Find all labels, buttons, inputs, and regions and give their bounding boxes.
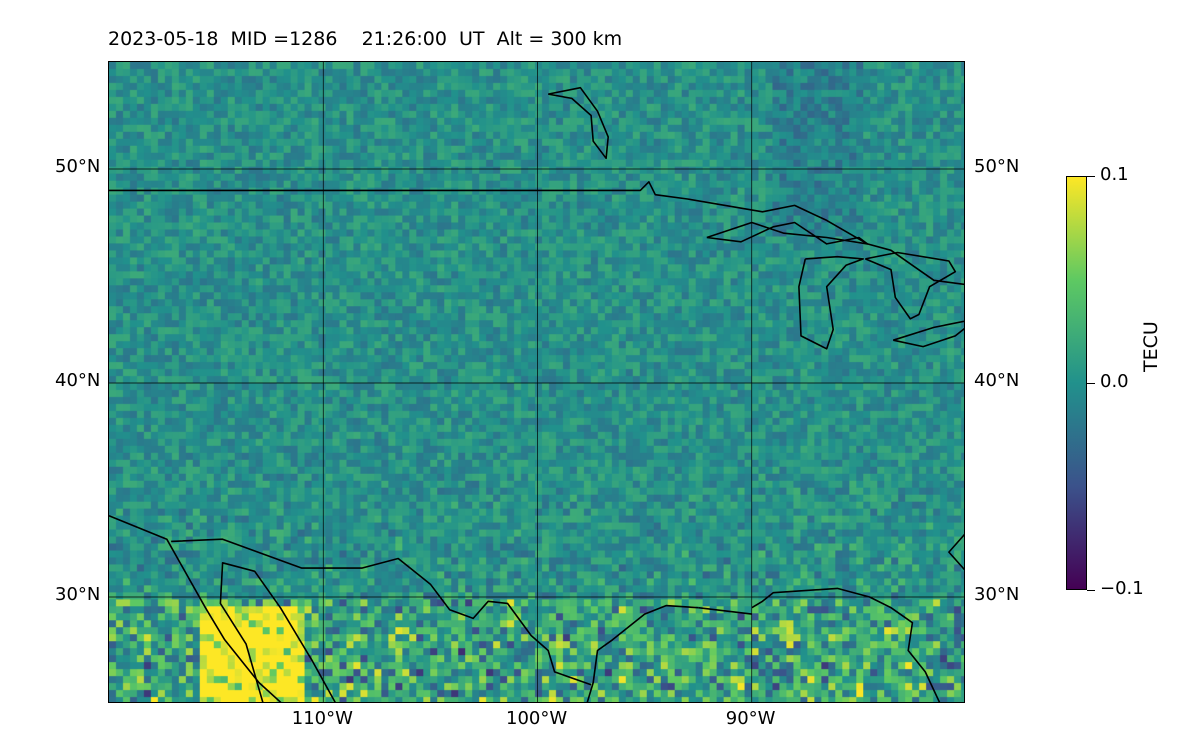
colorbar-tick-mark bbox=[1087, 590, 1095, 591]
lake-outline bbox=[864, 251, 957, 320]
lon-tick-label: 110°W bbox=[291, 708, 353, 729]
lat-tick-label: 50°N bbox=[974, 156, 1020, 177]
lat-tick-label: 40°N bbox=[974, 370, 1020, 391]
colorbar-tick-label: 0.0 bbox=[1100, 371, 1129, 392]
country-border bbox=[109, 181, 964, 286]
colorbar-tick-mark bbox=[1087, 383, 1095, 384]
lon-tick-label: 90°W bbox=[725, 708, 776, 729]
lat-tick-label: 50°N bbox=[55, 156, 101, 177]
lake-outline bbox=[706, 221, 869, 245]
map-overlay bbox=[109, 62, 964, 702]
coastline bbox=[698, 606, 752, 615]
map-plot-area[interactable] bbox=[108, 61, 965, 703]
coastline bbox=[948, 533, 964, 571]
coastline bbox=[751, 587, 941, 702]
colorbar-tick-label: −0.1 bbox=[1100, 578, 1144, 599]
colorbar-tick-label: 0.1 bbox=[1100, 164, 1129, 185]
lake-outline bbox=[892, 320, 964, 348]
lake-outline bbox=[548, 86, 610, 160]
coastline bbox=[109, 514, 282, 702]
colorbar bbox=[1066, 176, 1087, 590]
lat-tick-label: 30°N bbox=[974, 584, 1020, 605]
lat-tick-label: 40°N bbox=[55, 370, 101, 391]
colorbar-tick-mark bbox=[1087, 176, 1095, 177]
lake-outline bbox=[798, 255, 865, 350]
country-border bbox=[171, 538, 592, 686]
coastline bbox=[219, 561, 336, 702]
lon-tick-label: 100°W bbox=[506, 708, 568, 729]
map-title: 2023-05-18 MID =1286 21:26:00 UT Alt = 3… bbox=[108, 28, 623, 50]
colorbar-label: TECU bbox=[1140, 321, 1162, 372]
lat-tick-label: 30°N bbox=[55, 584, 101, 605]
coastline bbox=[586, 604, 699, 702]
